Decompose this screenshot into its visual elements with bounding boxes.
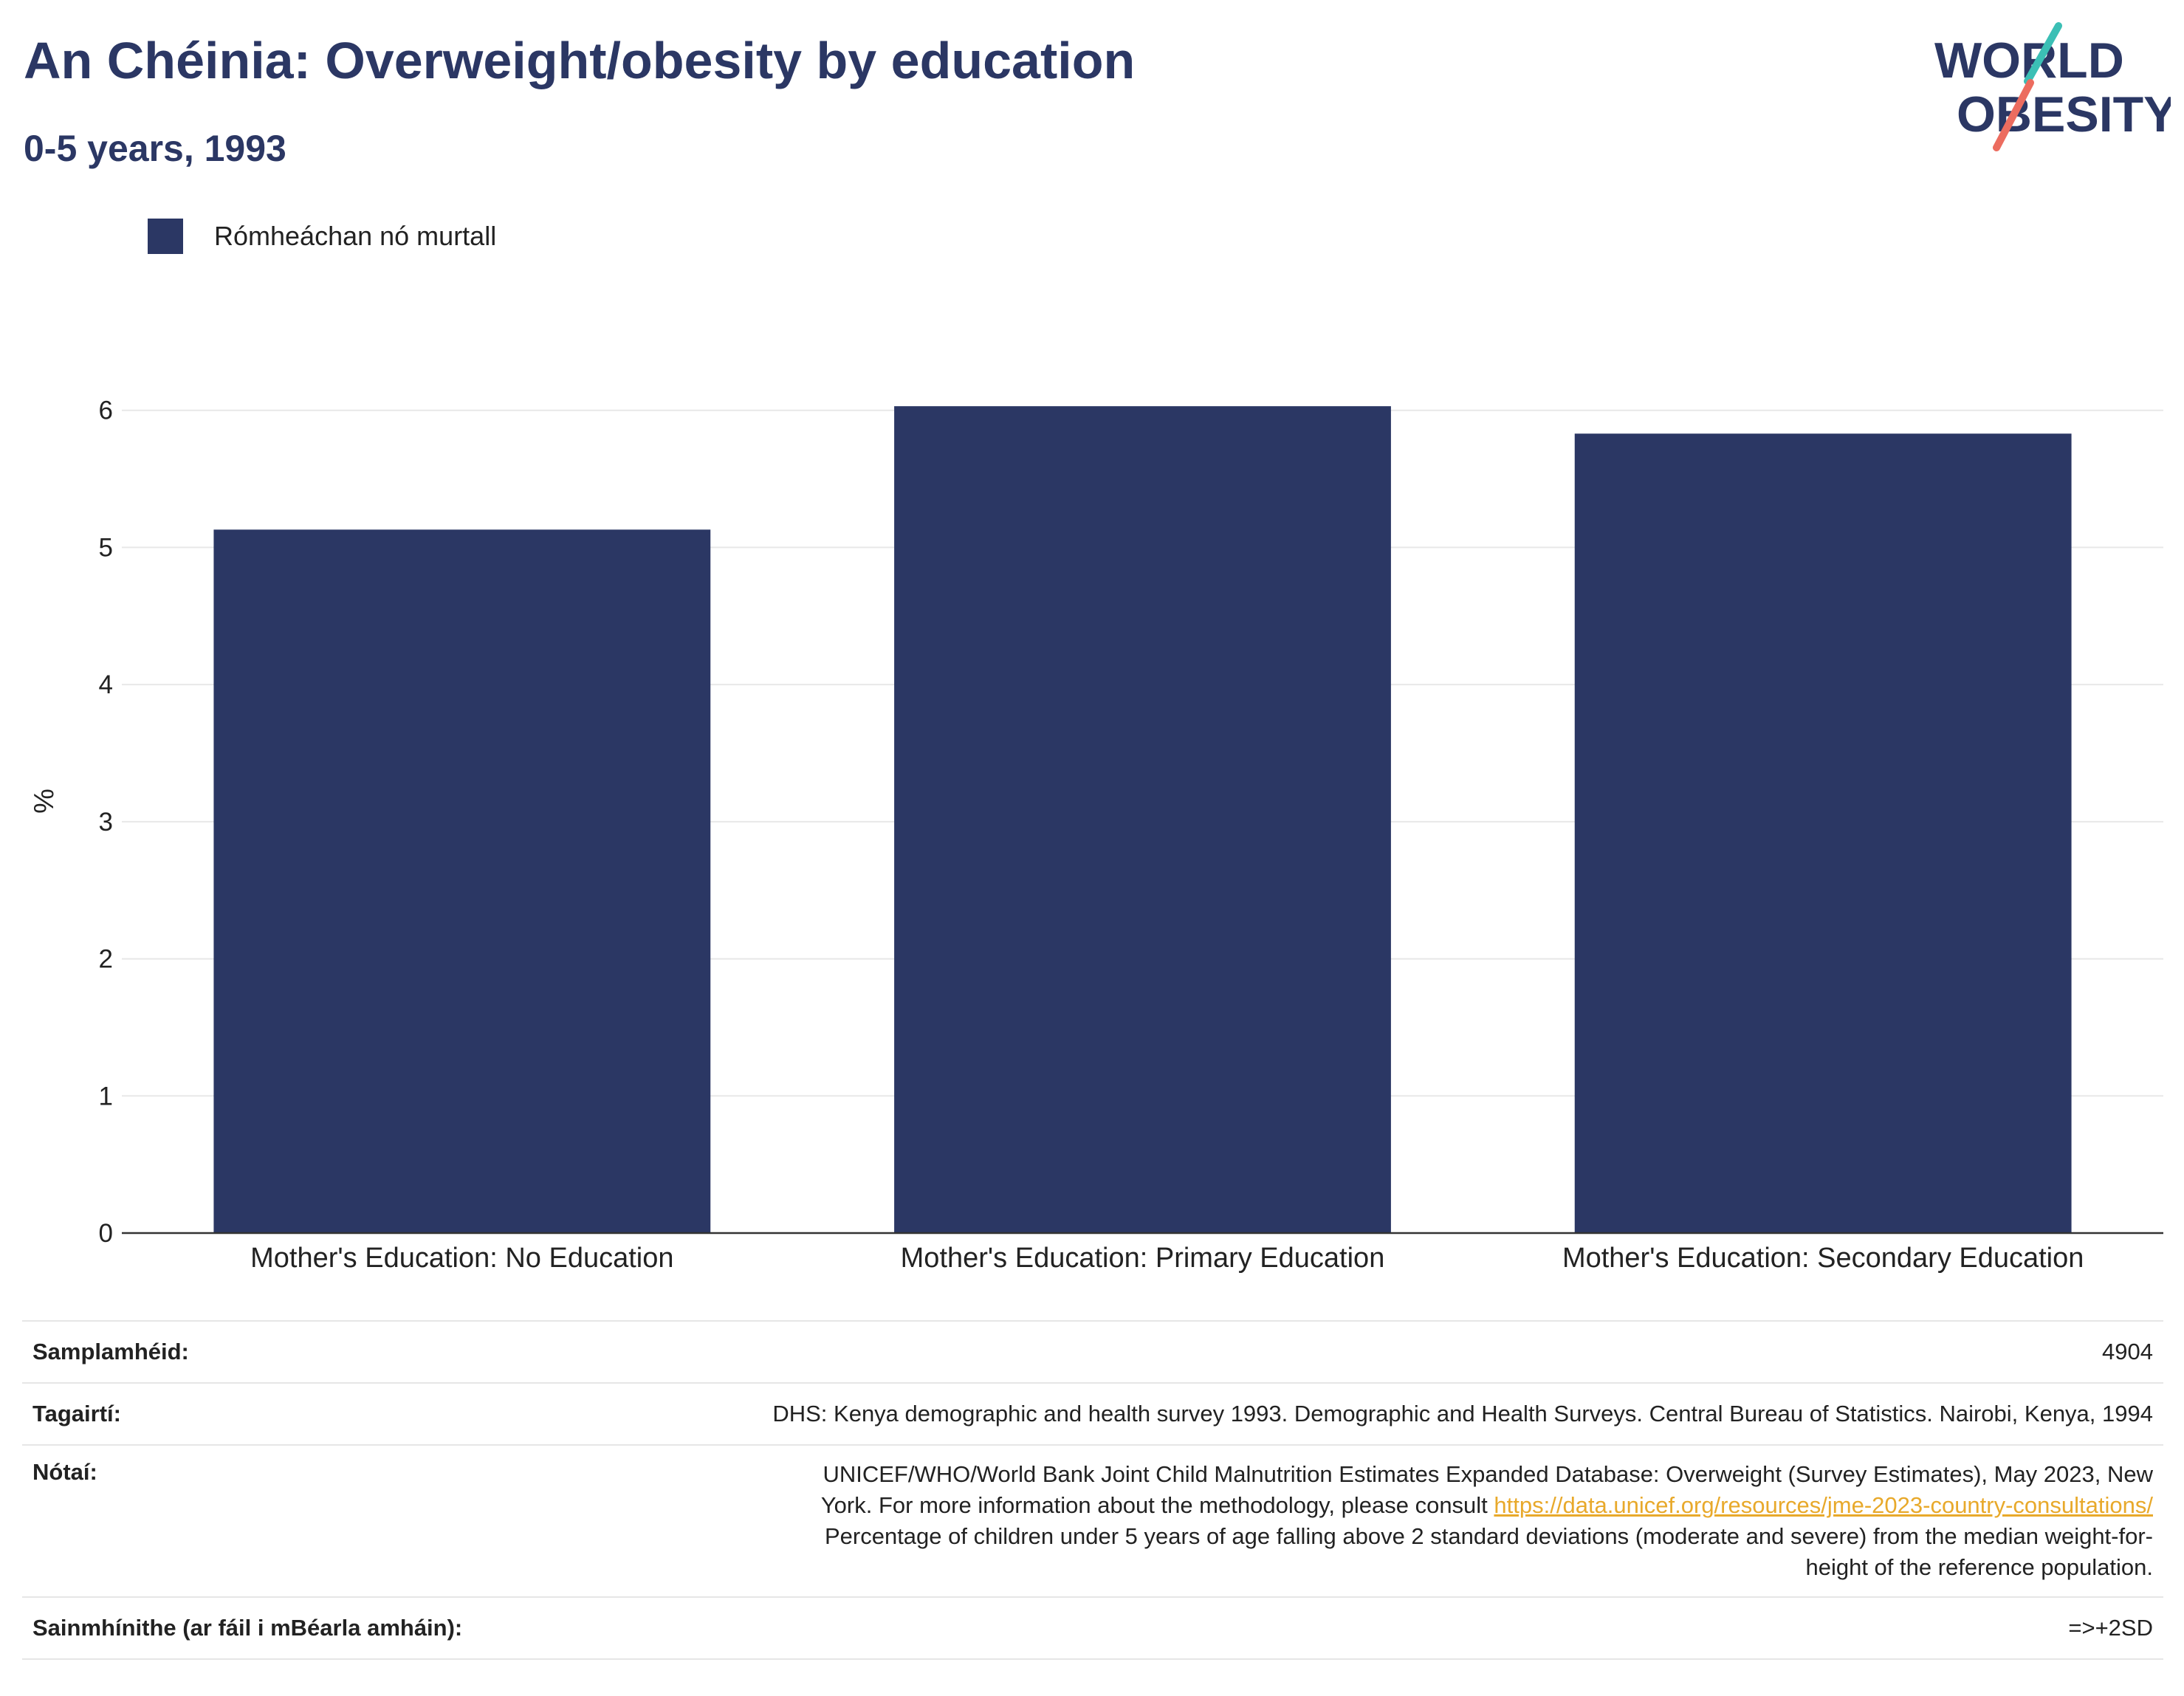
sample-size-value: 4904 — [2102, 1339, 2153, 1364]
y-tick-label: 6 — [99, 396, 113, 425]
legend-label: Rómheáchan nó murtall — [214, 221, 497, 251]
notes-line-2-text: York. For more information about the met… — [820, 1492, 1494, 1518]
notes-label: Nótaí: — [32, 1459, 97, 1485]
notes-line-1: UNICEF/WHO/World Bank Joint Child Malnut… — [823, 1461, 2153, 1487]
logo-text-obesity: OBESITY — [1957, 86, 2171, 143]
y-tick-label: 5 — [99, 533, 113, 562]
bar — [894, 406, 1391, 1234]
legend-swatch — [148, 219, 183, 254]
references-value: DHS: Kenya demographic and health survey… — [772, 1401, 2153, 1427]
definitions-label: Sainmhínithe (ar fáil i mBéarla amháin): — [32, 1615, 463, 1641]
notes-line-2: York. For more information about the met… — [821, 1490, 2153, 1521]
x-tick-label: Mother's Education: Secondary Education — [1562, 1243, 2084, 1274]
sample-size-label: Samplamhéid: — [32, 1339, 189, 1364]
chart-legend: Rómheáchan nó murtall — [148, 219, 496, 254]
footer-table: Samplamhéid: 4904 Tagairtí: DHS: Kenya d… — [22, 1320, 2163, 1660]
footer-row-notes: Nótaí: UNICEF/WHO/World Bank Joint Child… — [22, 1444, 2163, 1596]
bar — [1574, 433, 2072, 1234]
world-obesity-logo: WORLD OBESITY — [1934, 22, 2171, 151]
references-label: Tagairtí: — [32, 1401, 121, 1427]
definitions-value: =>+2SD — [2068, 1615, 2153, 1641]
footer-row-references: Tagairtí: DHS: Kenya demographic and hea… — [22, 1382, 2163, 1444]
bar-chart: 0 1 2 3 4 5 6 Mother's Education: No Education M… — [29, 396, 2163, 1274]
page-subtitle: 0-5 years, 1993 — [24, 128, 286, 169]
footer-row-definitions: Sainmhínithe (ar fáil i mBéarla amháin):… — [22, 1596, 2163, 1660]
notes-line-3: Percentage of children under 5 years of … — [824, 1523, 2153, 1549]
y-tick-label: 0 — [99, 1219, 113, 1248]
y-axis-label: % — [29, 789, 60, 814]
y-tick-label: 1 — [99, 1082, 113, 1110]
notes-value: UNICEF/WHO/World Bank Joint Child Malnut… — [821, 1459, 2153, 1583]
logo-slash-coral — [1993, 79, 2034, 151]
y-tick-label: 3 — [99, 808, 113, 837]
notes-line-4: height of the reference population. — [1805, 1554, 2153, 1580]
footer-row-sample: Samplamhéid: 4904 — [22, 1320, 2163, 1382]
logo-slash-teal — [2024, 22, 2062, 85]
y-tick-label: 2 — [99, 945, 113, 974]
page-title: An Chéinia: Overweight/obesity by educat… — [24, 32, 1136, 89]
x-tick-label: Mother's Education: No Education — [250, 1243, 673, 1274]
x-tick-label: Mother's Education: Primary Education — [901, 1243, 1385, 1274]
methodology-link[interactable]: https://data.unicef.org/resources/jme-20… — [1494, 1492, 2153, 1518]
y-tick-label: 4 — [99, 670, 113, 699]
bar — [213, 529, 711, 1233]
